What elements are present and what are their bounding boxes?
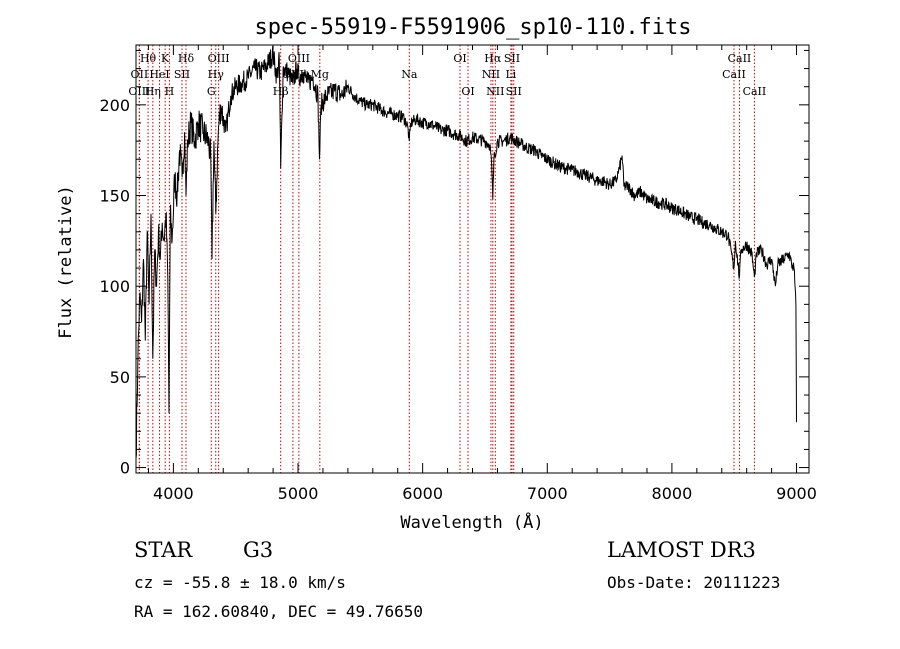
line-label-23: Li	[505, 68, 516, 81]
line-label-7: Hδ	[178, 52, 195, 65]
line-label-17: OI	[453, 52, 466, 65]
line-label-6: H	[165, 85, 175, 98]
object-subclass: G3	[243, 538, 274, 562]
x-axis-label: Wavelength (Å)	[400, 511, 543, 533]
y-axis-label: Flux (relative)	[56, 185, 76, 339]
line-label-24: SII	[506, 85, 522, 98]
x-tick-label-6000: 6000	[402, 484, 443, 503]
x-tick-label-5000: 5000	[278, 484, 319, 503]
survey-name: LAMOST DR3	[607, 538, 756, 562]
x-tick-label-8000: 8000	[652, 484, 693, 503]
plot-frame	[135, 44, 810, 474]
line-label-26: CaII	[722, 68, 746, 81]
line-label-20: NII	[482, 68, 500, 81]
line-label-19: Hα	[484, 52, 502, 65]
flux-series	[135, 45, 797, 459]
line-label-27: CaII	[743, 85, 767, 98]
line-label-0: Hθ	[140, 52, 157, 65]
x-tick-label-9000: 9000	[776, 484, 817, 503]
observation-date: Obs-Date: 20111223	[607, 573, 781, 592]
line-label-13: OIII	[288, 52, 310, 65]
line-label-22: SII	[504, 52, 520, 65]
axis-ticks: 4000 5000 6000 7000 8000 9000 0 50 100 150 200	[99, 45, 817, 503]
line-label-14: OIII	[282, 68, 304, 81]
object-class: STAR	[134, 538, 193, 562]
line-label-18: OI	[461, 85, 474, 98]
line-label-11: G	[207, 85, 216, 98]
line-label-5: HeI	[149, 68, 169, 81]
redshift-text: cz = -55.8 ± 18.0 km/s	[134, 573, 346, 592]
line-label-10: Hγ	[208, 68, 225, 81]
line-label-16: Na	[401, 68, 418, 81]
line-label-12: Hβ	[273, 85, 289, 98]
line-label-8: SII	[174, 68, 190, 81]
flux-line	[135, 45, 797, 459]
chart-title: spec-55919-F5591906_sp10-110.fits	[254, 15, 691, 40]
coordinates-text: RA = 162.60840, DEC = 49.76650	[134, 602, 423, 621]
line-label-3: Hη	[145, 85, 161, 98]
x-tick-label-7000: 7000	[527, 484, 568, 503]
spectral-line-markers	[138, 45, 755, 473]
y-tick-label-150: 150	[99, 187, 130, 206]
line-label-15: Mg	[311, 68, 329, 81]
y-tick-label-200: 200	[99, 96, 130, 115]
line-label-2: OIII	[128, 85, 150, 98]
y-tick-label-50: 50	[110, 368, 130, 387]
line-label-1: OII	[131, 68, 149, 81]
line-label-9: OIII	[208, 52, 230, 65]
x-tick-label-4000: 4000	[153, 484, 194, 503]
line-label-4: K	[161, 52, 170, 65]
line-label-21: NII	[486, 85, 504, 98]
line-label-25: CaII	[728, 52, 752, 65]
y-tick-label-100: 100	[99, 277, 130, 296]
y-tick-label-0: 0	[120, 459, 130, 478]
